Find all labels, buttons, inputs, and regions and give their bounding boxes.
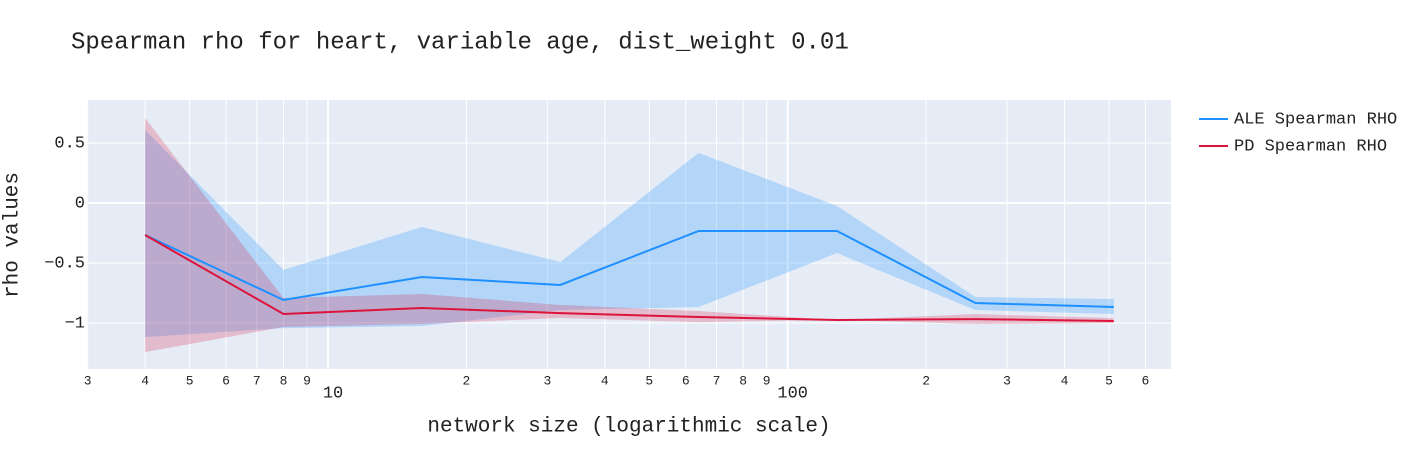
x-tick-label: 8	[739, 373, 747, 388]
x-tick-label: 8	[280, 373, 288, 388]
x-tick-label: 7	[253, 373, 261, 388]
y-tick-label: 0.5	[54, 134, 85, 153]
x-tick-label: 9	[303, 373, 311, 388]
x-tick-label: 9	[763, 373, 771, 388]
x-tick-label: 6	[682, 373, 690, 388]
x-tick-label: 5	[186, 373, 194, 388]
x-tick-label: 4	[601, 373, 609, 388]
x-tick-label: 3	[543, 373, 551, 388]
confidence-band	[145, 118, 1114, 353]
x-tick-label: 7	[713, 373, 721, 388]
plot-area	[87, 100, 1171, 369]
x-tick-label: 3	[84, 373, 92, 388]
x-tick-label: 2	[922, 373, 930, 388]
confidence-band	[145, 130, 1114, 338]
chart-title: Spearman rho for heart, variable age, di…	[71, 29, 849, 56]
grid	[87, 100, 1171, 369]
line	[144, 229, 1114, 309]
y-tick-label: −0.5	[44, 254, 85, 273]
x-tick-label: 6	[1142, 373, 1150, 388]
x-tick-label: 2	[463, 373, 471, 388]
legend-label: PD Spearman RHO	[1234, 137, 1387, 156]
line	[144, 234, 1114, 322]
y-tick-label: −1	[65, 315, 85, 334]
x-tick-label: 5	[1105, 373, 1113, 388]
x-tick-label: 100	[777, 384, 808, 403]
y-axis-title: rho values	[2, 172, 25, 298]
legend-label: ALE Spearman RHO	[1234, 110, 1397, 129]
x-tick-label: 4	[1061, 373, 1069, 388]
x-tick-label: 6	[222, 373, 230, 388]
x-tick-label: 4	[141, 373, 149, 388]
marks	[144, 118, 1114, 353]
x-axis-title: network size (logarithmic scale)	[427, 416, 830, 439]
x-tick-label: 5	[645, 373, 653, 388]
x-tick-label: 3	[1003, 373, 1011, 388]
y-tick-label: 0	[75, 194, 85, 213]
x-tick-label: 10	[323, 384, 343, 403]
